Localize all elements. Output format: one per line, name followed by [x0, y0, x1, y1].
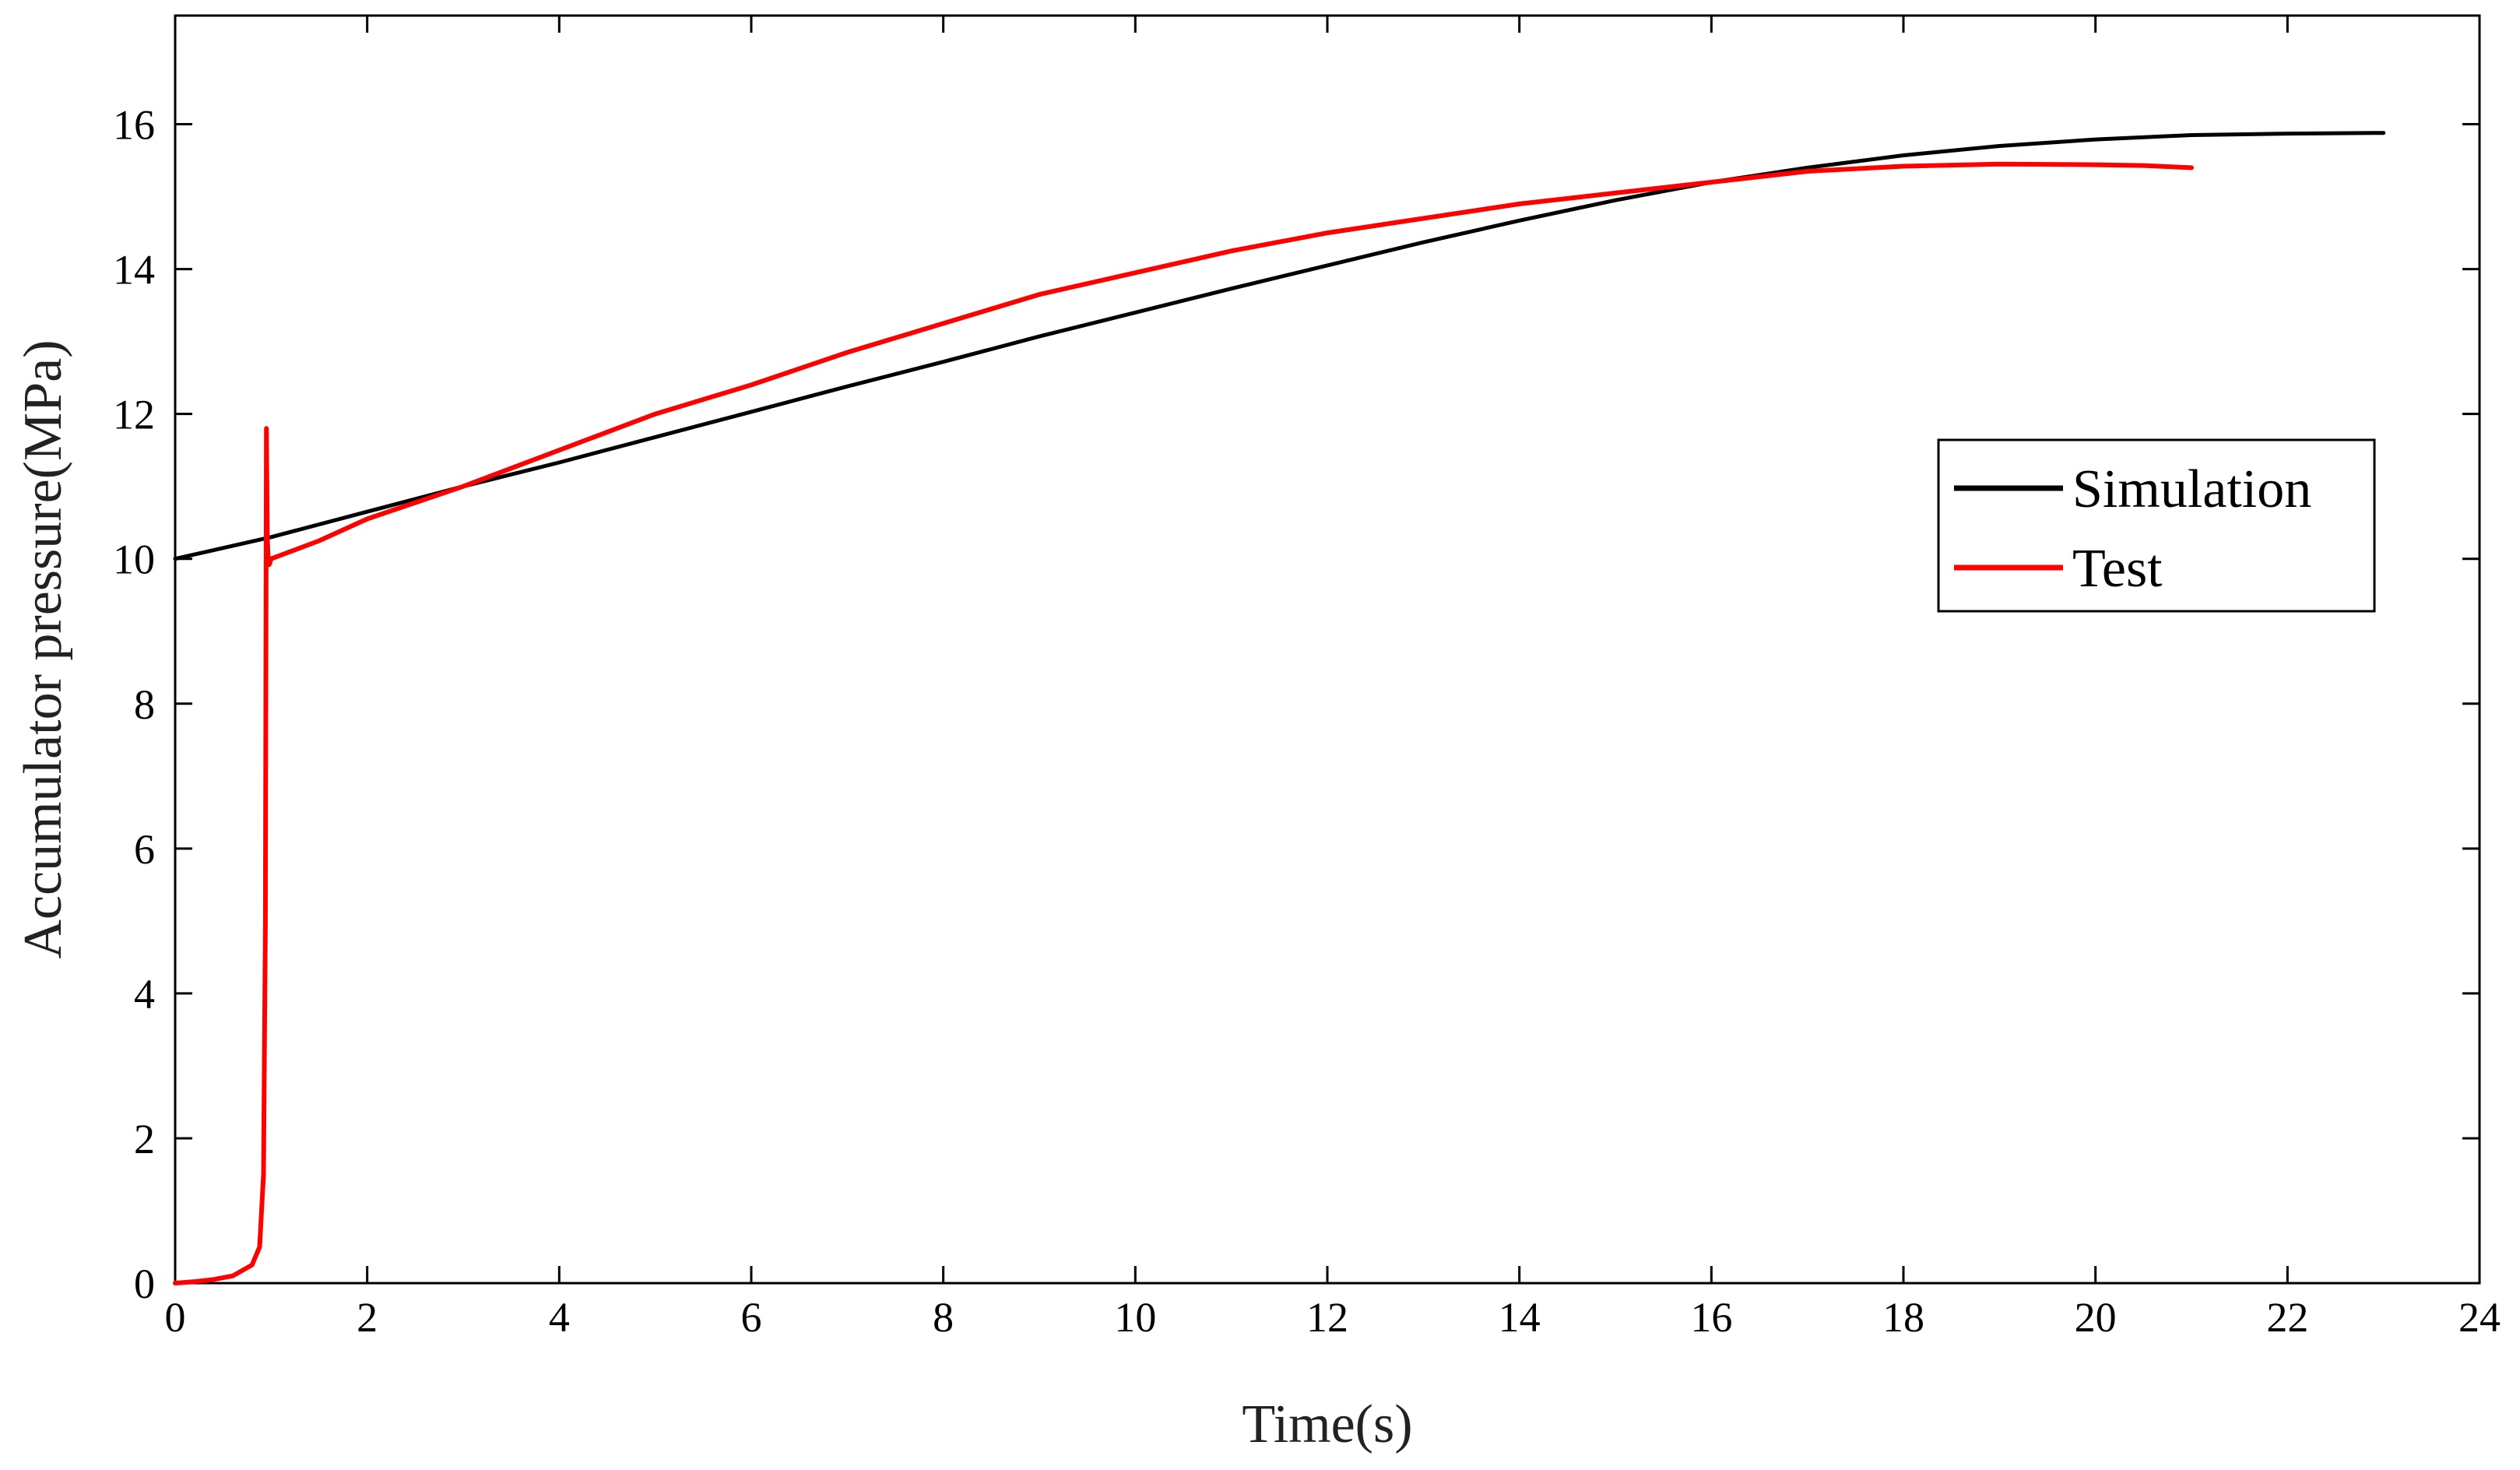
series-line-test [173, 161, 2194, 1285]
y-tick-label-16: 16 [113, 102, 155, 149]
x-tick-label-22: 22 [2266, 1294, 2308, 1341]
x-tick-label-12: 12 [1306, 1294, 1348, 1341]
plot-area [174, 14, 2481, 1285]
legend-entry-simulation: Simulation [2072, 459, 2311, 519]
y-tick-label-8: 8 [134, 681, 155, 728]
y-tick-label-10: 10 [113, 536, 155, 583]
y-axis: 0 2 4 6 8 10 12 14 16 [113, 102, 2480, 1307]
x-tick-label-14: 14 [1499, 1294, 1541, 1341]
y-tick-label-12: 12 [113, 392, 155, 438]
legend-box [1937, 438, 2376, 613]
y-tick-label-2: 2 [134, 1116, 155, 1162]
y-tick-label-0: 0 [134, 1261, 155, 1307]
plot-frame [174, 14, 2481, 1285]
series-layer [173, 131, 2386, 1285]
y-tick-label-6: 6 [134, 826, 155, 873]
y-tick-label-4: 4 [134, 971, 155, 1018]
x-tick-label-0: 0 [165, 1294, 186, 1341]
legend-entry-test: Test [2072, 539, 2163, 599]
x-tick-label-24: 24 [2458, 1294, 2501, 1341]
x-tick-label-10: 10 [1114, 1294, 1156, 1341]
legend: Simulation Test [1937, 438, 2376, 613]
y-tick-label-14: 14 [113, 247, 155, 294]
x-tick-label-18: 18 [1882, 1294, 1924, 1341]
x-axis: 0 2 4 6 8 10 12 14 16 18 20 22 24 [165, 16, 2501, 1341]
series-line-simulation [173, 131, 2386, 561]
x-axis-label: Time(s) [1242, 1394, 1412, 1454]
x-tick-label-8: 8 [933, 1294, 954, 1341]
y-axis-label: Accumulator pressure(MPa) [13, 339, 73, 958]
x-tick-label-6: 6 [741, 1294, 762, 1341]
x-tick-label-4: 4 [549, 1294, 570, 1341]
x-tick-label-20: 20 [2075, 1294, 2117, 1341]
x-tick-label-16: 16 [1690, 1294, 1732, 1341]
x-tick-label-2: 2 [357, 1294, 378, 1341]
